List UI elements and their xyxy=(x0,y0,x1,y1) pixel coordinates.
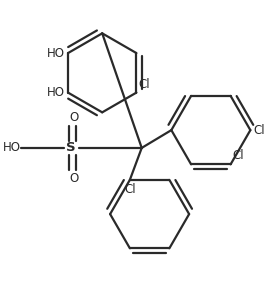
Text: HO: HO xyxy=(3,141,21,154)
Text: Cl: Cl xyxy=(124,183,136,196)
Text: HO: HO xyxy=(47,47,65,60)
Text: Cl: Cl xyxy=(233,149,244,162)
Text: O: O xyxy=(69,111,78,124)
Text: S: S xyxy=(66,141,75,154)
Text: Cl: Cl xyxy=(253,124,265,137)
Text: O: O xyxy=(69,172,78,185)
Text: HO: HO xyxy=(47,86,65,99)
Text: Cl: Cl xyxy=(138,78,150,90)
